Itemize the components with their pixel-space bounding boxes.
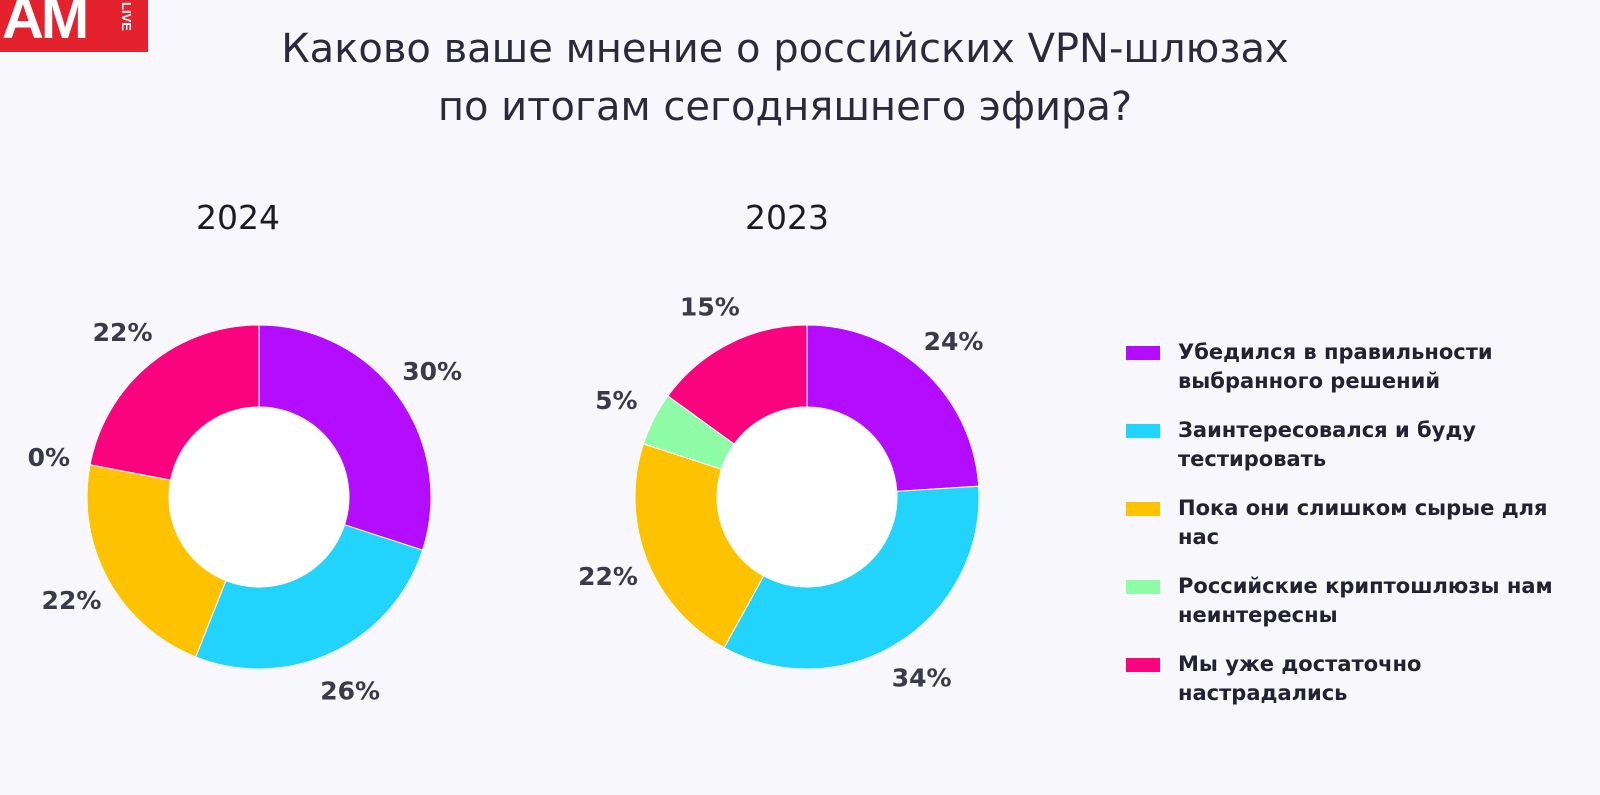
legend-item: Убедился в правильности выбранного решен… (1126, 338, 1566, 416)
legend-item: Заинтересовался и буду тестировать (1126, 416, 1566, 494)
legend-swatch (1126, 502, 1160, 516)
data-label-2024-5: 22% (93, 318, 153, 347)
donut-charts: 30% 26% 22% 0% 22% 24% 34% 22% 5% 15% (28, 292, 984, 706)
legend-swatch (1126, 580, 1160, 594)
data-label-2023-3: 22% (578, 562, 638, 591)
data-label-2024-4: 0% (28, 443, 70, 472)
legend-label: Мы уже достаточно настрадались (1178, 652, 1422, 705)
slide-title-line-1: Каково ваше мнение о российских VPN-шлюз… (281, 26, 1289, 72)
legend-item: Российские криптошлюзы нам неинтересны (1126, 572, 1566, 650)
legend-label: Российские криптошлюзы нам неинтересны (1178, 574, 1553, 627)
legend-label: Убедился в правильности выбранного решен… (1178, 340, 1493, 393)
legend-label: Заинтересовался и буду тестировать (1178, 418, 1476, 471)
legend: Убедился в правильности выбранного решен… (1126, 338, 1566, 728)
donut-hole-2024 (169, 407, 349, 587)
data-label-2023-5: 15% (680, 292, 740, 321)
legend-item: Мы уже достаточно настрадались (1126, 650, 1566, 728)
chart-title-2023: 2023 (745, 198, 829, 237)
legend-label: Пока они слишком сырые для нас (1178, 496, 1548, 549)
data-label-2024-2: 26% (320, 677, 380, 706)
data-label-2023-2: 34% (892, 664, 952, 693)
am-live-logo: AM LIVE (0, 0, 148, 52)
slide-title: Каково ваше мнение о российских VPN-шлюз… (150, 20, 1420, 136)
data-label-2024-3: 22% (42, 586, 102, 615)
data-label-2023-1: 24% (924, 327, 984, 356)
legend-swatch (1126, 424, 1160, 438)
legend-swatch (1126, 658, 1160, 672)
data-label-2023-4: 5% (595, 386, 637, 415)
logo-live-text: LIVE (119, 2, 134, 31)
legend-swatch (1126, 346, 1160, 360)
slide-title-line-2: по итогам сегодняшнего эфира? (437, 84, 1133, 130)
logo-text: AM (2, 0, 89, 51)
donut-hole-2023 (717, 407, 897, 587)
data-label-2024-1: 30% (402, 357, 462, 386)
chart-title-2024: 2024 (196, 198, 280, 237)
legend-item: Пока они слишком сырые для нас (1126, 494, 1566, 572)
